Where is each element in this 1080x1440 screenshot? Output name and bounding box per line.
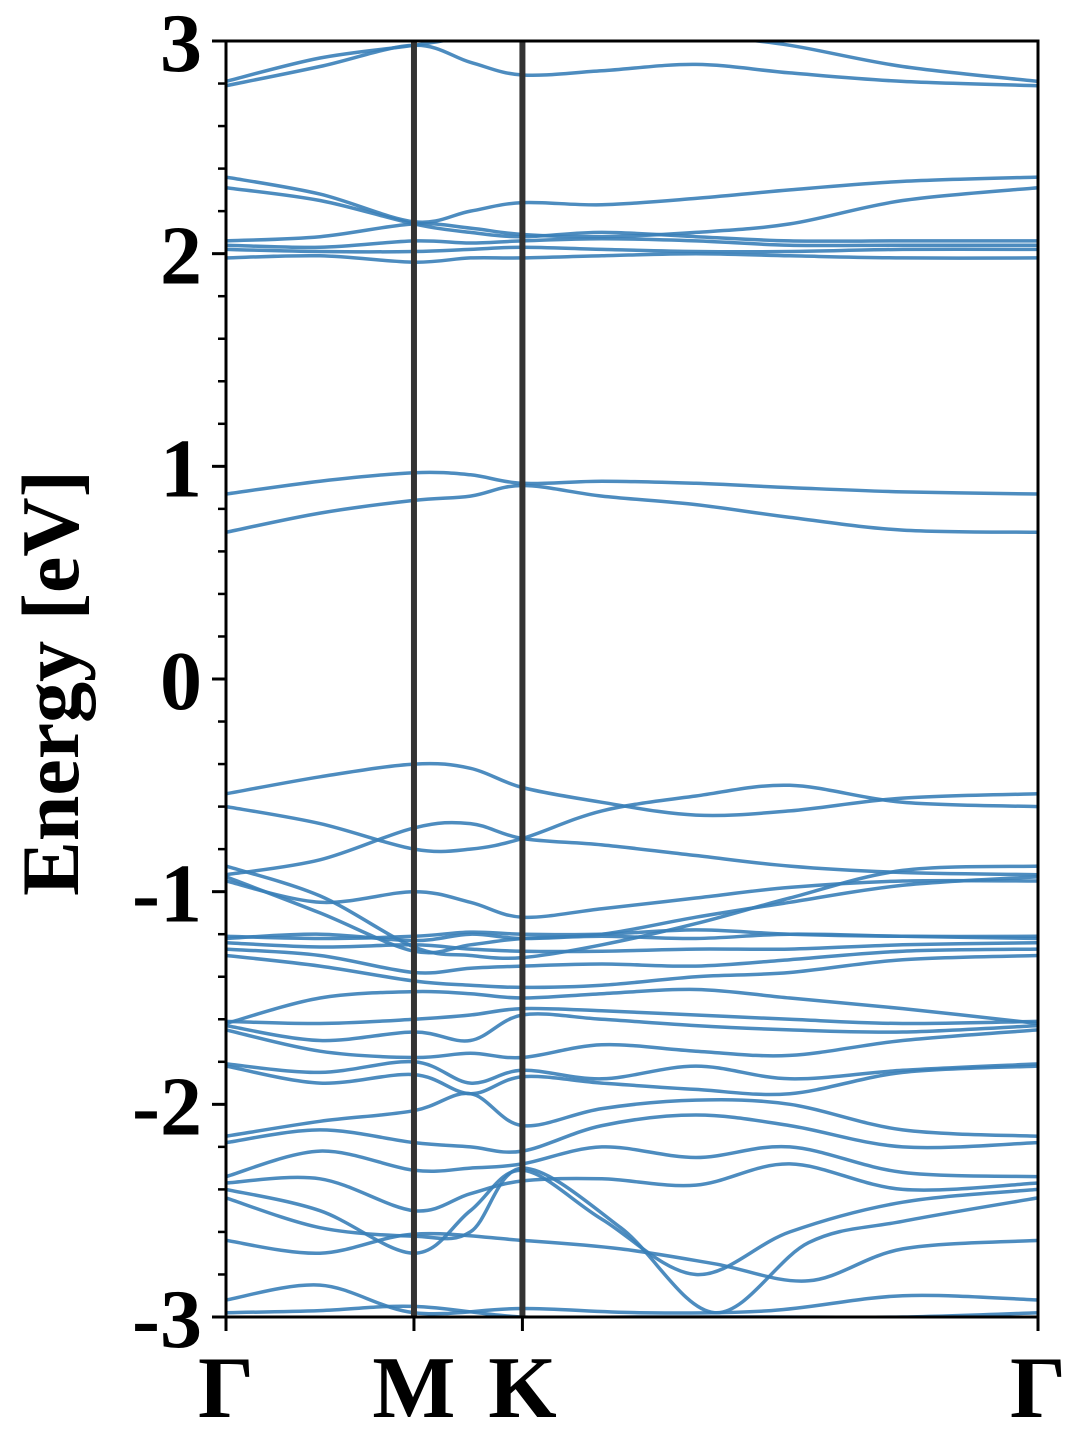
band-line-9 — [226, 1091, 1038, 1138]
band-line-1 — [226, 1304, 1038, 1317]
band-line-28 — [226, 470, 1038, 496]
band-line-29 — [226, 251, 1038, 264]
band-line-12 — [226, 1028, 1038, 1060]
y-axis-ticks: -3 -2 -1 0 1 2 3 — [132, 0, 226, 1366]
band-line-32 — [226, 185, 1038, 243]
band-line-33 — [226, 185, 1038, 243]
band-line-13 — [226, 1012, 1038, 1043]
band-line-5 — [226, 1168, 1038, 1277]
band-line-22 — [226, 875, 1038, 955]
band-line-10 — [226, 1064, 1038, 1097]
band-line-6 — [226, 1162, 1038, 1213]
band-line-34 — [226, 175, 1038, 225]
band-line-3 — [226, 1231, 1038, 1283]
x-tick-label: Γ — [198, 1340, 254, 1437]
y-tick-label: -2 — [132, 1060, 202, 1153]
band-line-30 — [226, 245, 1038, 254]
band-line-27 — [226, 483, 1038, 535]
band-line-11 — [226, 1059, 1038, 1085]
band-line-25 — [226, 783, 1038, 854]
high-symmetry-lines — [410, 41, 526, 1317]
x-tick-label: K — [488, 1340, 556, 1437]
band-line-31 — [226, 237, 1038, 250]
y-tick-label: 2 — [160, 210, 202, 303]
y-tick-label: 0 — [160, 635, 202, 728]
band-line-24 — [226, 820, 1038, 877]
y-tick-label: 1 — [160, 422, 202, 515]
y-tick-label: -1 — [132, 848, 202, 941]
band-line-14 — [226, 1006, 1038, 1026]
y-tick-label: 3 — [160, 0, 202, 90]
band-line-8 — [226, 1113, 1038, 1154]
band-line-16 — [226, 953, 1038, 990]
band-line-36 — [226, 41, 1038, 84]
band-line-26 — [226, 761, 1038, 818]
band-line-17 — [226, 947, 1038, 975]
band-line-35 — [226, 43, 1038, 88]
y-axis-title: Energy [eV] — [5, 470, 96, 896]
band-line-4 — [226, 1166, 1038, 1315]
x-tick-label: M — [372, 1340, 455, 1437]
band-line-18 — [226, 940, 1038, 954]
band-line-23 — [226, 864, 1038, 961]
bands-layer — [226, 41, 1038, 1317]
band-line-15 — [226, 987, 1038, 1026]
band-line-2 — [226, 1283, 1038, 1316]
band-line-21 — [226, 878, 1038, 920]
y-tick-label: -3 — [132, 1273, 202, 1366]
band-line-7 — [226, 1144, 1038, 1179]
x-tick-label: Γ — [1010, 1340, 1066, 1437]
